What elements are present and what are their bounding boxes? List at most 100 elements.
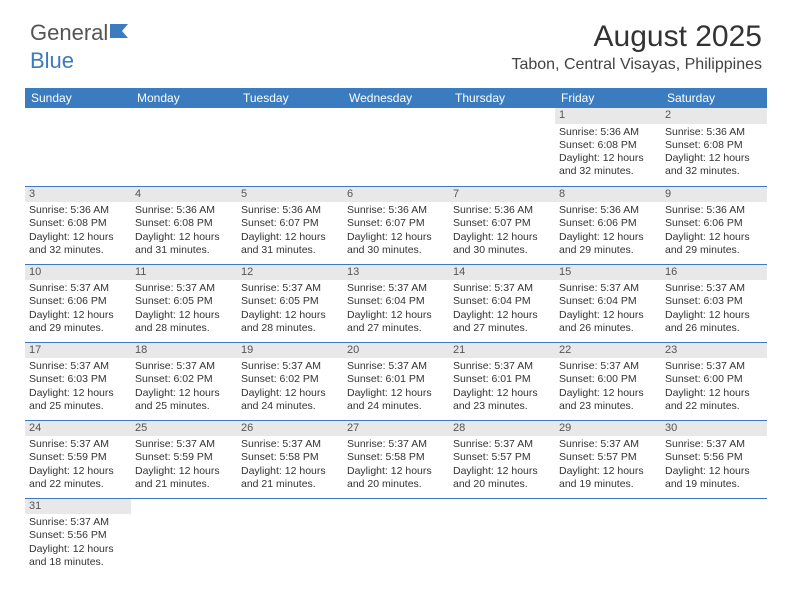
calendar-cell xyxy=(449,498,555,576)
daylight-text-2: and 20 minutes. xyxy=(347,478,445,491)
daylight-text-2: and 24 minutes. xyxy=(241,400,339,413)
logo-text-general: General xyxy=(30,20,108,46)
daylight-text-1: Daylight: 12 hours xyxy=(453,231,551,244)
daylight-text-1: Daylight: 12 hours xyxy=(453,465,551,478)
day-text: Sunrise: 5:37 AMSunset: 5:57 PMDaylight:… xyxy=(555,436,661,493)
day-text: Sunrise: 5:36 AMSunset: 6:08 PMDaylight:… xyxy=(131,202,237,259)
day-number: 20 xyxy=(343,343,449,359)
calendar-cell xyxy=(131,498,237,576)
sunset-text: Sunset: 6:07 PM xyxy=(241,217,339,230)
calendar-cell: 29Sunrise: 5:37 AMSunset: 5:57 PMDayligh… xyxy=(555,420,661,498)
daylight-text-1: Daylight: 12 hours xyxy=(29,309,127,322)
daylight-text-1: Daylight: 12 hours xyxy=(347,387,445,400)
sunset-text: Sunset: 5:58 PM xyxy=(241,451,339,464)
calendar-cell xyxy=(343,498,449,576)
sunrise-text: Sunrise: 5:37 AM xyxy=(29,282,127,295)
dayhead-monday: Monday xyxy=(131,88,237,108)
week-row: 1Sunrise: 5:36 AMSunset: 6:08 PMDaylight… xyxy=(25,108,767,186)
calendar-cell: 28Sunrise: 5:37 AMSunset: 5:57 PMDayligh… xyxy=(449,420,555,498)
day-text: Sunrise: 5:37 AMSunset: 6:03 PMDaylight:… xyxy=(661,280,767,337)
sunrise-text: Sunrise: 5:36 AM xyxy=(665,126,763,139)
day-number: 12 xyxy=(237,265,343,281)
day-text: Sunrise: 5:37 AMSunset: 6:02 PMDaylight:… xyxy=(237,358,343,415)
calendar-body: 1Sunrise: 5:36 AMSunset: 6:08 PMDaylight… xyxy=(25,108,767,576)
sunset-text: Sunset: 5:56 PM xyxy=(665,451,763,464)
daylight-text-2: and 31 minutes. xyxy=(135,244,233,257)
day-text: Sunrise: 5:37 AMSunset: 5:59 PMDaylight:… xyxy=(25,436,131,493)
sunset-text: Sunset: 6:04 PM xyxy=(559,295,657,308)
calendar-cell: 22Sunrise: 5:37 AMSunset: 6:00 PMDayligh… xyxy=(555,342,661,420)
sunrise-text: Sunrise: 5:37 AM xyxy=(29,516,127,529)
sunrise-text: Sunrise: 5:37 AM xyxy=(559,360,657,373)
sunset-text: Sunset: 6:05 PM xyxy=(241,295,339,308)
sunset-text: Sunset: 6:06 PM xyxy=(559,217,657,230)
daylight-text-2: and 24 minutes. xyxy=(347,400,445,413)
day-text: Sunrise: 5:36 AMSunset: 6:08 PMDaylight:… xyxy=(661,124,767,181)
day-text: Sunrise: 5:37 AMSunset: 6:05 PMDaylight:… xyxy=(237,280,343,337)
daylight-text-2: and 30 minutes. xyxy=(453,244,551,257)
sunset-text: Sunset: 6:08 PM xyxy=(135,217,233,230)
calendar-cell: 25Sunrise: 5:37 AMSunset: 5:59 PMDayligh… xyxy=(131,420,237,498)
calendar-cell xyxy=(449,108,555,186)
daylight-text-1: Daylight: 12 hours xyxy=(29,231,127,244)
location-text: Tabon, Central Visayas, Philippines xyxy=(511,56,762,74)
calendar-cell: 21Sunrise: 5:37 AMSunset: 6:01 PMDayligh… xyxy=(449,342,555,420)
day-number: 23 xyxy=(661,343,767,359)
logo-flag-icon xyxy=(110,20,136,46)
calendar-cell xyxy=(131,108,237,186)
calendar-cell: 23Sunrise: 5:37 AMSunset: 6:00 PMDayligh… xyxy=(661,342,767,420)
day-text: Sunrise: 5:37 AMSunset: 6:04 PMDaylight:… xyxy=(555,280,661,337)
sunrise-text: Sunrise: 5:36 AM xyxy=(29,204,127,217)
daylight-text-1: Daylight: 12 hours xyxy=(559,465,657,478)
daylight-text-1: Daylight: 12 hours xyxy=(559,387,657,400)
calendar-table: SundayMondayTuesdayWednesdayThursdayFrid… xyxy=(25,88,767,576)
dayhead-wednesday: Wednesday xyxy=(343,88,449,108)
daylight-text-1: Daylight: 12 hours xyxy=(241,231,339,244)
sunset-text: Sunset: 6:01 PM xyxy=(453,373,551,386)
daylight-text-1: Daylight: 12 hours xyxy=(347,231,445,244)
daylight-text-1: Daylight: 12 hours xyxy=(665,387,763,400)
day-number: 19 xyxy=(237,343,343,359)
daylight-text-1: Daylight: 12 hours xyxy=(453,309,551,322)
daylight-text-2: and 32 minutes. xyxy=(559,165,657,178)
daylight-text-1: Daylight: 12 hours xyxy=(135,231,233,244)
sunrise-text: Sunrise: 5:36 AM xyxy=(135,204,233,217)
daylight-text-1: Daylight: 12 hours xyxy=(559,152,657,165)
sunrise-text: Sunrise: 5:37 AM xyxy=(559,282,657,295)
dayhead-sunday: Sunday xyxy=(25,88,131,108)
week-row: 10Sunrise: 5:37 AMSunset: 6:06 PMDayligh… xyxy=(25,264,767,342)
calendar-cell: 26Sunrise: 5:37 AMSunset: 5:58 PMDayligh… xyxy=(237,420,343,498)
day-text: Sunrise: 5:37 AMSunset: 6:02 PMDaylight:… xyxy=(131,358,237,415)
calendar-cell xyxy=(555,498,661,576)
daylight-text-1: Daylight: 12 hours xyxy=(135,465,233,478)
day-text: Sunrise: 5:37 AMSunset: 6:04 PMDaylight:… xyxy=(343,280,449,337)
daylight-text-1: Daylight: 12 hours xyxy=(29,387,127,400)
sunrise-text: Sunrise: 5:37 AM xyxy=(135,438,233,451)
sunrise-text: Sunrise: 5:37 AM xyxy=(559,438,657,451)
daylight-text-1: Daylight: 12 hours xyxy=(241,465,339,478)
dayhead-thursday: Thursday xyxy=(449,88,555,108)
day-number: 16 xyxy=(661,265,767,281)
day-text: Sunrise: 5:37 AMSunset: 6:00 PMDaylight:… xyxy=(661,358,767,415)
logo-text-blue: Blue xyxy=(30,48,74,74)
daylight-text-2: and 29 minutes. xyxy=(559,244,657,257)
day-number: 4 xyxy=(131,187,237,203)
day-number: 29 xyxy=(555,421,661,437)
day-number: 5 xyxy=(237,187,343,203)
calendar-cell: 18Sunrise: 5:37 AMSunset: 6:02 PMDayligh… xyxy=(131,342,237,420)
sunrise-text: Sunrise: 5:36 AM xyxy=(665,204,763,217)
day-number: 3 xyxy=(25,187,131,203)
day-number: 10 xyxy=(25,265,131,281)
daylight-text-2: and 18 minutes. xyxy=(29,556,127,569)
daylight-text-1: Daylight: 12 hours xyxy=(665,465,763,478)
day-number: 22 xyxy=(555,343,661,359)
sunset-text: Sunset: 6:00 PM xyxy=(665,373,763,386)
daylight-text-2: and 20 minutes. xyxy=(453,478,551,491)
calendar-cell: 20Sunrise: 5:37 AMSunset: 6:01 PMDayligh… xyxy=(343,342,449,420)
daylight-text-1: Daylight: 12 hours xyxy=(241,387,339,400)
daylight-text-2: and 30 minutes. xyxy=(347,244,445,257)
day-number: 27 xyxy=(343,421,449,437)
sunset-text: Sunset: 5:59 PM xyxy=(135,451,233,464)
day-text: Sunrise: 5:36 AMSunset: 6:08 PMDaylight:… xyxy=(555,124,661,181)
sunset-text: Sunset: 6:05 PM xyxy=(135,295,233,308)
